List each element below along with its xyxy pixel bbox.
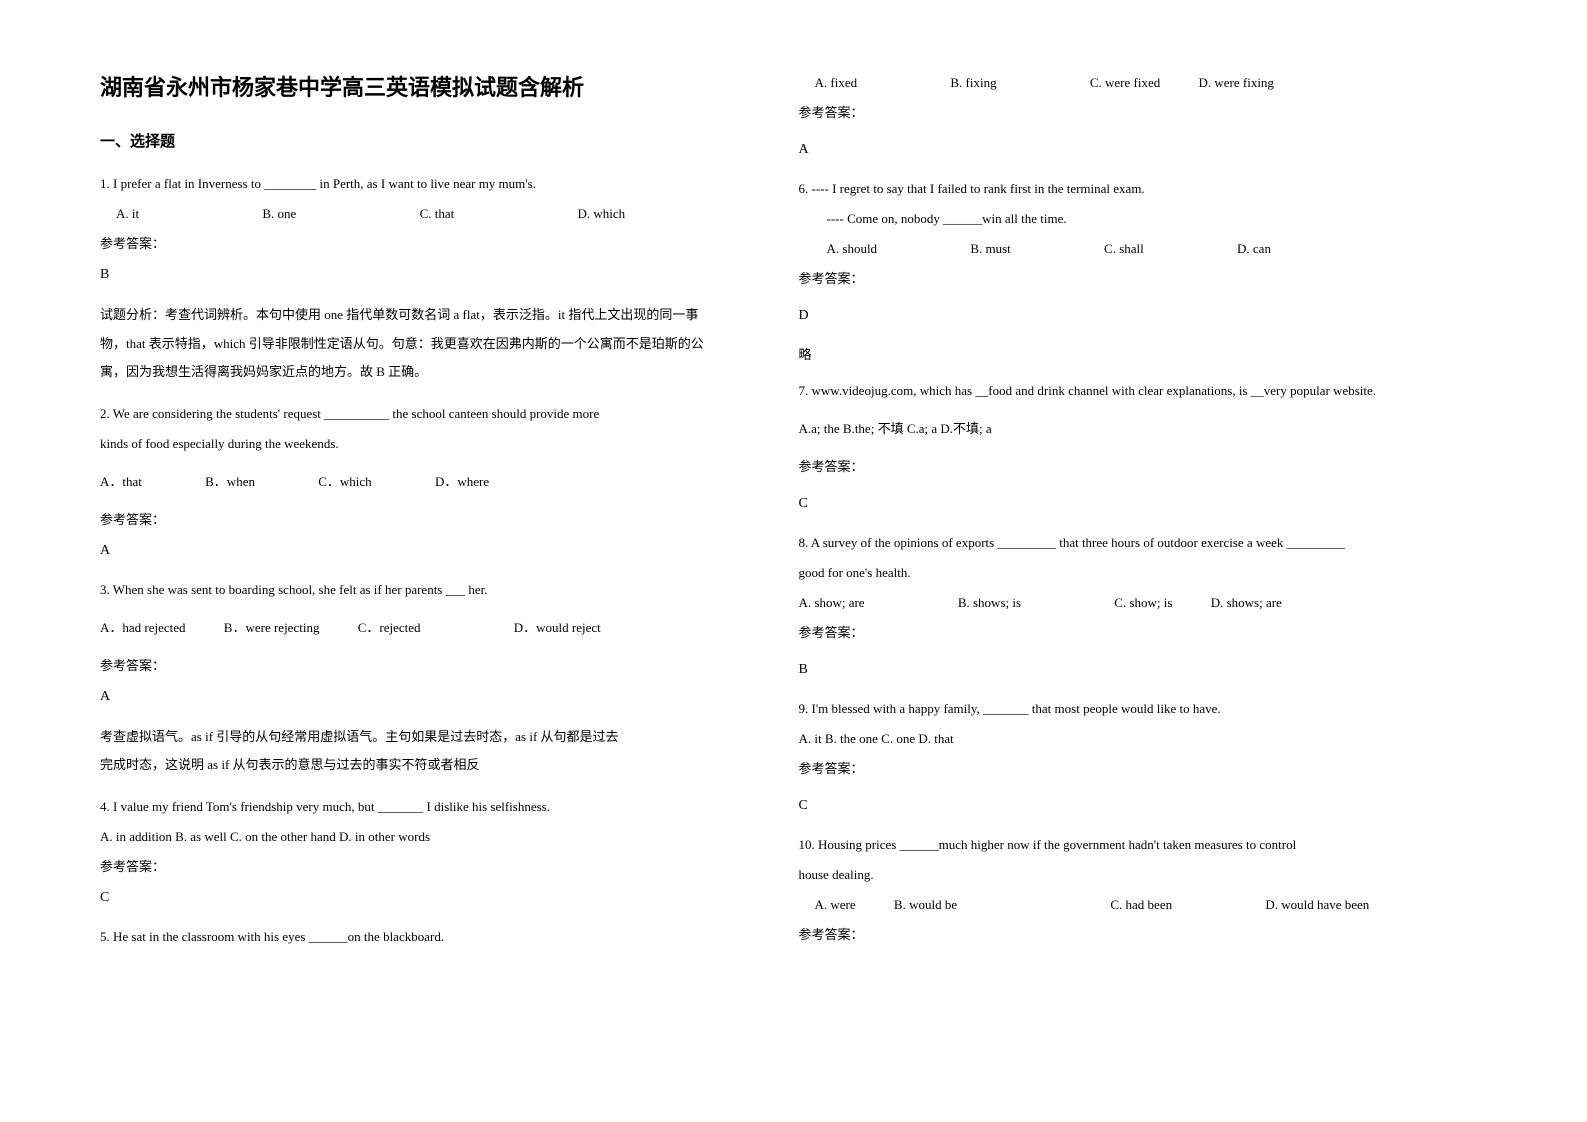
q8-ans: B: [799, 656, 1468, 684]
q3-text: 3. When she was sent to boarding school,…: [100, 577, 769, 603]
q4-ans: C: [100, 884, 769, 912]
q6-opt-d: D. can: [1237, 241, 1271, 256]
q6-note: 略: [799, 342, 1468, 368]
q8-opt-c: C. show; is: [1114, 590, 1172, 616]
q4-opts: A. in addition B. as well C. on the othe…: [100, 824, 769, 850]
q10-opt-a: A. were: [815, 892, 856, 918]
q2-opt-c: C．which: [318, 469, 371, 495]
section-header: 一、选择题: [100, 130, 769, 151]
q8-text: 8. A survey of the opinions of exports _…: [799, 530, 1468, 556]
q3-opt-c: C．rejected: [358, 615, 421, 641]
q4-text: 4. I value my friend Tom's friendship ve…: [100, 794, 769, 820]
q10-options: A. were B. would be C. had been D. would…: [799, 892, 1468, 918]
q2-opt-d: D．where: [435, 474, 489, 489]
q3-exp1: 考查虚拟语气。as if 引导的从句经常用虚拟语气。主句如果是过去时态，as i…: [100, 729, 619, 744]
q5-opt-a: A. fixed: [815, 70, 858, 96]
q2-ans-label: 参考答案：: [100, 507, 769, 533]
q6-opt-b: B. must: [970, 236, 1010, 262]
q1-ans-label: 参考答案：: [100, 231, 769, 257]
q5-opt-b: B. fixing: [950, 70, 996, 96]
q9-ans: C: [799, 792, 1468, 820]
q6-opt-a: A. should: [827, 236, 878, 262]
q1-opt-b: B. one: [262, 201, 296, 227]
q8-ans-label: 参考答案：: [799, 620, 1468, 646]
q1-opt-c: C. that: [420, 201, 455, 227]
q1-opt-d: D. which: [578, 206, 626, 221]
q3-explanation: 考查虚拟语气。as if 引导的从句经常用虚拟语气。主句如果是过去时态，as i…: [100, 723, 769, 780]
q6-opt-c: C. shall: [1104, 236, 1144, 262]
q5-text: 5. He sat in the classroom with his eyes…: [100, 924, 769, 950]
q9-ans-label: 参考答案：: [799, 756, 1468, 782]
q7-ans-label: 参考答案：: [799, 454, 1468, 480]
q7-ans: C: [799, 490, 1468, 518]
q1-explanation: 试题分析：考查代词辨析。本句中使用 one 指代单数可数名词 a flat，表示…: [100, 301, 769, 387]
q3-ans: A: [100, 683, 769, 711]
q1-text: 1. I prefer a flat in Inverness to _____…: [100, 171, 769, 197]
q3-opt-b: B．were rejecting: [224, 615, 320, 641]
q9-opts: A. it B. the one C. one D. that: [799, 726, 1468, 752]
q8-text2: good for one's health.: [799, 560, 1468, 586]
q9-text: 9. I'm blessed with a happy family, ____…: [799, 696, 1468, 722]
q6-ans: D: [799, 302, 1468, 330]
q3-ans-label: 参考答案：: [100, 653, 769, 679]
q5-opt-d: D. were fixing: [1198, 75, 1273, 90]
q6-options: A. should B. must C. shall D. can: [799, 236, 1468, 262]
q10-opt-d: D. would have been: [1265, 897, 1369, 912]
right-column: A. fixed B. fixing C. were fixed D. were…: [799, 70, 1498, 1092]
q6-ans-label: 参考答案：: [799, 266, 1468, 292]
q3-opt-d: D．would reject: [514, 620, 601, 635]
q2-opt-b: B．when: [205, 469, 255, 495]
q7-opts: A.a; the B.the; 不填 C.a; a D.不填; a: [799, 416, 1468, 442]
q1-opt-a: A. it: [116, 201, 139, 227]
q5-opt-c: C. were fixed: [1090, 70, 1160, 96]
q10-text2: house dealing.: [799, 862, 1468, 888]
q10-ans-label: 参考答案：: [799, 922, 1468, 948]
q2-opt-a: A．that: [100, 469, 142, 495]
q5-ans: A: [799, 136, 1468, 164]
q5-ans-label: 参考答案：: [799, 100, 1468, 126]
q3-options: A．had rejected B．were rejecting C．reject…: [100, 615, 769, 641]
q8-opt-d: D. shows; are: [1211, 595, 1282, 610]
q4-ans-label: 参考答案：: [100, 854, 769, 880]
left-column: 湖南省永州市杨家巷中学高三英语模拟试题含解析 一、选择题 1. I prefer…: [100, 70, 799, 1092]
q1-exp1: 试题分析：考查代词辨析。本句中使用 one 指代单数可数名词 a flat，表示…: [100, 307, 698, 322]
q2-options: A．that B．when C．which D．where: [100, 469, 769, 495]
q8-opt-b: B. shows; is: [958, 590, 1021, 616]
q8-opt-a: A. show; are: [799, 590, 865, 616]
q10-text: 10. Housing prices ______much higher now…: [799, 832, 1468, 858]
page-title: 湖南省永州市杨家巷中学高三英语模拟试题含解析: [100, 70, 769, 102]
q6-text: 6. ---- I regret to say that I failed to…: [799, 176, 1468, 202]
q8-options: A. show; are B. shows; is C. show; is D.…: [799, 590, 1468, 616]
q5-options: A. fixed B. fixing C. were fixed D. were…: [799, 70, 1468, 96]
q10-opt-c: C. had been: [1110, 892, 1172, 918]
q2-text2: kinds of food especially during the week…: [100, 431, 769, 457]
q7-text: 7. www.videojug.com, which has __food an…: [799, 378, 1468, 404]
q1-exp2: 物，that 表示特指，which 引导非限制性定语从句。句意：我更喜欢在因弗内…: [100, 336, 704, 351]
q1-options: A. it B. one C. that D. which: [100, 201, 769, 227]
q1-ans: B: [100, 261, 769, 289]
q6-text2: ---- Come on, nobody ______win all the t…: [799, 206, 1468, 232]
q3-opt-a: A．had rejected: [100, 615, 186, 641]
q3-exp2: 完成时态，这说明 as if 从句表示的意思与过去的事实不符或者相反: [100, 757, 480, 772]
q10-opt-b: B. would be: [894, 892, 957, 918]
q1-exp3: 寓，因为我想生活得离我妈妈家近点的地方。故 B 正确。: [100, 364, 427, 379]
q2-ans: A: [100, 537, 769, 565]
q2-text: 2. We are considering the students' requ…: [100, 401, 769, 427]
